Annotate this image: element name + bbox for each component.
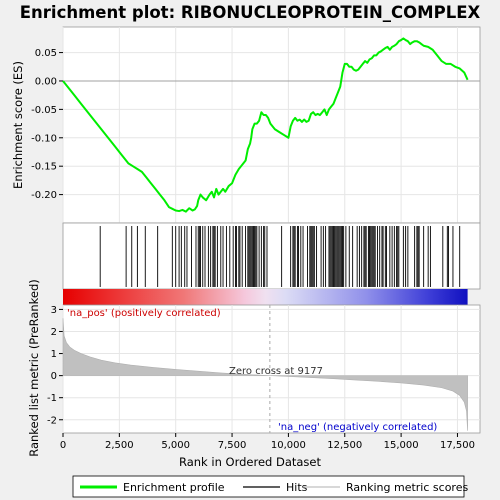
legend-label-metric: Ranking metric scores: [346, 481, 468, 494]
x-tick-label: 15,000: [384, 440, 419, 451]
es-line: [62, 37, 469, 213]
rank-gradient: [63, 289, 468, 305]
hits-panel: [62, 222, 481, 290]
x-tick-label: 0: [60, 440, 66, 451]
metric-y-tick-label: 0: [51, 371, 57, 382]
es-y-tick-label: -0.10: [31, 133, 57, 144]
ranking-metric-area: [62, 318, 468, 431]
metric-y-axis-label: Ranked list metric (PreRanked): [27, 279, 41, 457]
na-neg-label: 'na_neg' (negatively correlated): [278, 422, 437, 433]
x-tick-label: 17,500: [440, 440, 475, 451]
hits-lines: [99, 226, 461, 287]
zero-cross-label: Zero cross at 9177: [229, 366, 323, 377]
legend-label-enrichment: Enrichment profile: [123, 481, 225, 494]
legend: Enrichment profile Hits Ranking metric s…: [72, 475, 468, 498]
es-y-tick-label: -0.05: [31, 105, 57, 116]
metric-y-tick-label: 1: [51, 349, 57, 360]
es-panel: 0.05 0.00 -0.05 -0.10 -0.15 -0.20 Enrichment …: [11, 26, 481, 224]
na-pos-label: 'na_pos' (positively correlated): [67, 308, 221, 319]
x-tick-label: 7,500: [218, 440, 247, 451]
x-tick-label: 5,000: [161, 440, 190, 451]
metric-panel: 3 2 1 0 -1 -2 'na_pos' (positively correlated…: [27, 279, 481, 457]
x-tick-label: 10,000: [271, 440, 306, 451]
metric-y-ticks: 3 2 1 0 -1 -2: [47, 305, 63, 426]
es-y-axis-label: Enrichment score (ES): [11, 61, 25, 189]
metric-y-tick-label: 2: [51, 327, 57, 338]
x-axis-label: Rank in Ordered Dataset: [179, 455, 322, 469]
metric-y-tick-label: -2: [47, 415, 57, 426]
hits-plot-area: [62, 222, 481, 290]
enrichment-profile-line: [62, 37, 469, 213]
metric-plot-area: [62, 304, 481, 434]
x-tick-label: 2,500: [105, 440, 134, 451]
metric-y-tick-label: -1: [47, 393, 57, 404]
es-grid: [62, 27, 480, 223]
x-tick-label: 12,500: [327, 440, 362, 451]
es-y-tick-label: 0.05: [35, 48, 57, 59]
chart-title: Enrichment plot: RIBONUCLEOPROTEIN_COMPL…: [20, 3, 481, 22]
es-y-tick-label: -0.20: [31, 190, 57, 201]
legend-label-hits: Hits: [286, 481, 308, 494]
rank-color-bar: [63, 289, 468, 305]
es-y-ticks: 0.05 0.00 -0.05 -0.10 -0.15 -0.20: [31, 48, 63, 201]
es-y-tick-label: 0.00: [35, 76, 57, 87]
metric-y-tick-label: 3: [51, 305, 57, 316]
es-y-tick-label: -0.15: [31, 162, 57, 173]
metric-area: [62, 318, 468, 431]
x-axis-ticks: 0 2,500 5,000 7,500 10,000 12,500 15,000 17,500: [60, 433, 475, 451]
